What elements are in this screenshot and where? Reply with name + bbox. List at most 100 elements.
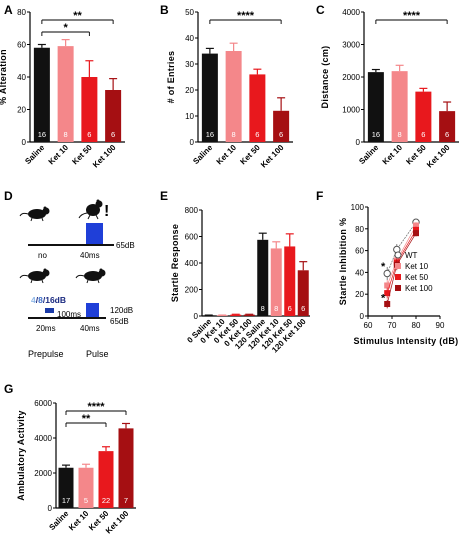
- y-tick-label-c: 2000: [342, 73, 360, 82]
- prepulse-4-label: 4: [31, 295, 36, 305]
- point-f: [413, 222, 419, 229]
- n-label-g: 5: [84, 496, 88, 505]
- panel-letter-g: G: [4, 382, 13, 396]
- y-tick-label-c: 4000: [342, 8, 360, 17]
- x-tick-label-c: Saline: [357, 143, 380, 166]
- bar-c: [391, 71, 408, 142]
- y-axis-title-b: # of Entries: [166, 51, 176, 104]
- y-tick-label-e: 0: [194, 312, 199, 321]
- x-tick-label-b: Ket 100: [259, 143, 286, 170]
- x-tick-label-a: Ket 100: [91, 143, 118, 170]
- sep-1: /: [36, 295, 39, 305]
- y-axis-title-e: Startle Response: [170, 224, 180, 302]
- ms40-bottom-label: 40ms: [80, 324, 100, 333]
- panel-letter-f: F: [316, 189, 323, 203]
- pulse-caption: Pulse: [86, 349, 109, 359]
- bar-e: [257, 239, 269, 316]
- n-label-g: 7: [124, 496, 128, 505]
- n-label-g: 17: [62, 496, 70, 505]
- x-axis-title-f: Stimulus Intensity (dB): [354, 336, 459, 346]
- prepulse-16-label: 16dB: [45, 295, 66, 305]
- y-tick-label-a: 80: [17, 8, 26, 17]
- ms40-top-label: 40ms: [80, 251, 100, 260]
- y-tick-label-g: 2000: [34, 469, 52, 478]
- y-tick-label-b: 40: [185, 34, 194, 43]
- y-tick-label-a: 20: [17, 106, 26, 115]
- x-tick-label-f: 60: [364, 321, 373, 330]
- panel-letter-a: A: [4, 3, 13, 17]
- y-tick-label-b: 0: [190, 138, 195, 147]
- panel-letter-b: B: [160, 3, 169, 17]
- n-label-b: 6: [255, 130, 259, 139]
- y-tick-label-e: 800: [185, 206, 199, 215]
- y-axis-title-c: Distance (cm): [320, 46, 330, 109]
- svg-text:4/8/16dB: 4/8/16dB: [31, 295, 66, 305]
- sig-label-g: ****: [87, 401, 105, 413]
- panel-letter-c: C: [316, 3, 325, 17]
- bar-a: [81, 77, 98, 142]
- n-label-b: 6: [279, 130, 283, 139]
- y-tick-label-b: 10: [185, 112, 194, 121]
- n-label-e: 8: [261, 304, 265, 313]
- pulse-block-top: [86, 223, 103, 245]
- bar-b: [273, 110, 290, 142]
- n-label-c: 6: [421, 130, 425, 139]
- annotation-f: *: [381, 261, 386, 273]
- y-tick-label-b: 20: [185, 86, 194, 95]
- y-tick-label-b: 30: [185, 60, 194, 69]
- mouse-startled-icon-top: [78, 199, 103, 220]
- x-tick-label-c: Ket 10: [381, 143, 405, 167]
- sig-label-a: *: [63, 22, 68, 34]
- legend-marker-f: [395, 285, 401, 291]
- sig-label-g: **: [82, 413, 91, 425]
- bar-b: [225, 51, 242, 142]
- x-tick-label-c: Ket 100: [425, 143, 452, 170]
- y-axis-title-g: Ambulatory Activity: [16, 410, 26, 500]
- n-label-a: 6: [111, 130, 115, 139]
- bar-a: [33, 47, 50, 142]
- legend-label-f: Ket 100: [405, 284, 433, 293]
- n-label-g: 22: [102, 496, 110, 505]
- n-label-e: 6: [301, 304, 305, 313]
- n-label-a: 16: [38, 130, 46, 139]
- sig-label-c: ****: [403, 10, 421, 22]
- x-tick-label-f: 90: [436, 321, 445, 330]
- y-tick-label-f: 80: [355, 225, 364, 234]
- x-tick-label-g: Ket 100: [104, 509, 131, 536]
- x-tick-label-a: Ket 10: [47, 143, 71, 167]
- n-label-b: 8: [232, 130, 236, 139]
- prepulse-caption: Prepulse: [28, 349, 64, 359]
- bar-e: [297, 270, 309, 316]
- mouse-icon-top-left: [19, 206, 50, 222]
- bar-c: [415, 91, 432, 142]
- y-axis-title-f: Startle Inhibition %: [338, 218, 348, 306]
- x-tick-label-f: 70: [388, 321, 397, 330]
- legend-label-f: Ket 10: [405, 262, 429, 271]
- y-tick-label-f: 100: [351, 203, 365, 212]
- y-axis-title-a: % Alteration: [0, 49, 8, 105]
- point-f: [384, 290, 391, 297]
- mouse-icon-bottom-left: [19, 268, 50, 284]
- pulse-block-bottom: [86, 303, 99, 318]
- y-tick-label-g: 6000: [34, 399, 52, 408]
- bar-e: [230, 314, 242, 316]
- point-f: [384, 282, 391, 289]
- y-tick-label-a: 60: [17, 41, 26, 50]
- y-tick-label-g: 4000: [34, 434, 52, 443]
- bar-b: [201, 53, 218, 142]
- sig-label-b: ****: [237, 10, 255, 22]
- bar-c: [439, 111, 456, 142]
- chart-f-startle-inhibition: 0 20 40 60 80 100 60 70 80 90 Startle Inhibition %…: [338, 203, 458, 346]
- panel-letter-e: E: [160, 189, 168, 203]
- x-tick-label-b: Ket 10: [215, 143, 239, 167]
- point-f: [413, 230, 419, 237]
- chart-c-distance: 0 1000 2000 3000 4000 Distance (cm) 16 Saline 8 K…: [320, 8, 459, 170]
- db65-bottom-label: 65dB: [110, 317, 129, 326]
- y-tick-label-e: 400: [185, 259, 199, 268]
- db120-label: 120dB: [110, 306, 133, 315]
- y-tick-label-c: 1000: [342, 106, 360, 115]
- no-prepulse-label: no: [38, 251, 47, 260]
- y-tick-label-a: 0: [22, 138, 27, 147]
